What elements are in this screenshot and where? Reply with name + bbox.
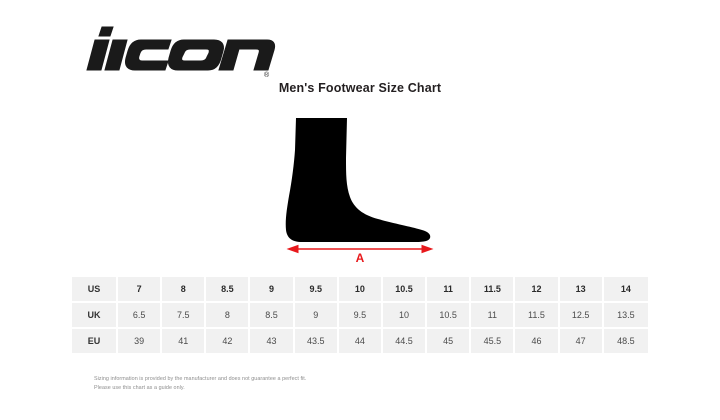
cell-eu-2: 42	[206, 329, 251, 353]
row-label-uk: UK	[72, 303, 118, 329]
cell-eu-0: 39	[118, 329, 163, 353]
cell-uk-7: 10.5	[427, 303, 472, 329]
cell-eu-6: 44.5	[382, 329, 428, 353]
foot-silhouette-icon: A	[285, 118, 434, 262]
cell-us-5: 10	[338, 277, 383, 303]
row-label-eu: EU	[72, 329, 118, 353]
cell-uk-5: 9.5	[338, 303, 383, 329]
cell-us-8: 11.5	[471, 277, 516, 303]
cell-eu-7: 45	[427, 329, 472, 353]
cell-uk-11: 13.5	[603, 303, 648, 329]
foot-diagram: A	[268, 112, 452, 262]
brand-logo: ®	[68, 24, 278, 79]
measure-label: A	[356, 251, 365, 262]
table-row: UK 6.5 7.5 8 8.5 9 9.5 10 10.5 11 11.5 1…	[72, 303, 648, 329]
cell-uk-10: 12.5	[559, 303, 604, 329]
cell-eu-11: 48.5	[603, 329, 648, 353]
registered-trademark-icon: ®	[264, 72, 270, 79]
cell-us-9: 12	[515, 277, 560, 303]
cell-eu-8: 45.5	[471, 329, 516, 353]
table-row: US 7 8 8.5 9 9.5 10 10.5 11 11.5 12 13 1…	[72, 277, 648, 303]
cell-uk-6: 10	[382, 303, 428, 329]
footnote: Sizing information is provided by the ma…	[94, 375, 306, 394]
cell-uk-2: 8	[206, 303, 251, 329]
footnote-line-2: Please use this chart as a guide only.	[94, 385, 185, 392]
cell-us-2: 8.5	[206, 277, 251, 303]
cell-uk-0: 6.5	[118, 303, 163, 329]
cell-us-10: 13	[559, 277, 604, 303]
cell-eu-5: 44	[338, 329, 383, 353]
cell-us-7: 11	[427, 277, 472, 303]
icon-wordmark-icon	[86, 26, 276, 71]
cell-eu-1: 41	[162, 329, 207, 353]
cell-uk-9: 11.5	[515, 303, 560, 329]
cell-uk-1: 7.5	[162, 303, 207, 329]
page-title: Men's Footwear Size Chart	[278, 81, 442, 95]
cell-eu-4: 43.5	[294, 329, 339, 353]
cell-us-0: 7	[118, 277, 163, 303]
table-row: EU 39 41 42 43 43.5 44 44.5 45 45.5 46 4…	[72, 329, 648, 353]
cell-us-1: 8	[162, 277, 207, 303]
row-label-us: US	[72, 277, 118, 303]
cell-eu-3: 43	[250, 329, 295, 353]
cell-uk-4: 9	[294, 303, 339, 329]
cell-us-3: 9	[250, 277, 295, 303]
cell-uk-8: 11	[471, 303, 516, 329]
cell-us-6: 10.5	[382, 277, 428, 303]
footnote-line-1: Sizing information is provided by the ma…	[94, 376, 307, 382]
measure-arrow-icon	[286, 244, 434, 254]
cell-us-11: 14	[603, 277, 648, 303]
cell-eu-9: 46	[515, 329, 560, 353]
size-chart-table: US 7 8 8.5 9 9.5 10 10.5 11 11.5 12 13 1…	[72, 277, 648, 353]
cell-uk-3: 8.5	[250, 303, 295, 329]
cell-us-4: 9.5	[294, 277, 339, 303]
cell-eu-10: 47	[559, 329, 604, 353]
